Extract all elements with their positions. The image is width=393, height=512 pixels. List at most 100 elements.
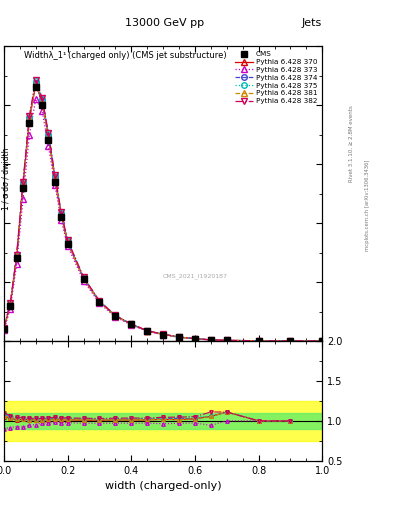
Pythia 6.428 370 [33, 81, 38, 88]
Pythia 6.428 381 [209, 337, 213, 343]
Pythia 6.428 374 [53, 174, 57, 180]
Pythia 6.428 375 [145, 328, 150, 334]
Pythia 6.428 381 [161, 331, 165, 337]
Pythia 6.428 373 [288, 338, 293, 344]
Text: 1 / σ dσ / dwidth: 1 / σ dσ / dwidth [2, 148, 11, 210]
Pythia 6.428 370 [81, 275, 86, 282]
Pythia 6.428 381 [46, 134, 51, 140]
Pythia 6.428 373 [177, 334, 182, 340]
Pythia 6.428 370 [2, 326, 6, 332]
Pythia 6.428 375 [177, 334, 182, 340]
Pythia 6.428 375 [46, 131, 51, 137]
Pythia 6.428 375 [81, 274, 86, 281]
Pythia 6.428 382 [97, 298, 102, 304]
Pythia 6.428 373 [113, 314, 118, 320]
Pythia 6.428 382 [81, 274, 86, 280]
Pythia 6.428 375 [21, 179, 26, 185]
Pythia 6.428 370 [145, 328, 150, 334]
Pythia 6.428 373 [161, 332, 165, 338]
Pythia 6.428 370 [8, 302, 13, 308]
Pythia 6.428 375 [193, 335, 197, 342]
CMS [53, 179, 57, 185]
Pythia 6.428 381 [40, 98, 44, 104]
Pythia 6.428 375 [209, 337, 213, 343]
CMS [59, 214, 64, 220]
Pythia 6.428 373 [209, 337, 213, 343]
Pythia 6.428 373 [33, 96, 38, 102]
CMS [33, 84, 38, 91]
Pythia 6.428 375 [27, 114, 32, 120]
Pythia 6.428 382 [224, 337, 229, 344]
CMS [256, 338, 261, 344]
Pythia 6.428 373 [97, 300, 102, 306]
Pythia 6.428 373 [65, 243, 70, 249]
CMS [14, 255, 19, 262]
Pythia 6.428 374 [97, 298, 102, 305]
Pythia 6.428 382 [129, 321, 134, 327]
Pythia 6.428 370 [27, 117, 32, 123]
Pythia 6.428 375 [65, 238, 70, 244]
Pythia 6.428 381 [65, 239, 70, 245]
Pythia 6.428 374 [193, 336, 197, 342]
CMS [320, 338, 325, 344]
Pythia 6.428 374 [288, 338, 293, 344]
Line: Pythia 6.428 370: Pythia 6.428 370 [1, 81, 325, 344]
Legend: CMS, Pythia 6.428 370, Pythia 6.428 373, Pythia 6.428 374, Pythia 6.428 375, Pyt: CMS, Pythia 6.428 370, Pythia 6.428 373,… [233, 50, 319, 106]
Pythia 6.428 374 [256, 338, 261, 344]
Pythia 6.428 382 [53, 172, 57, 178]
Line: Pythia 6.428 373: Pythia 6.428 373 [1, 96, 325, 344]
Line: Pythia 6.428 374: Pythia 6.428 374 [1, 80, 325, 344]
Pythia 6.428 370 [224, 337, 229, 344]
Pythia 6.428 382 [256, 338, 261, 344]
Pythia 6.428 381 [129, 321, 134, 327]
Line: CMS: CMS [1, 84, 325, 344]
CMS [113, 313, 118, 319]
Pythia 6.428 374 [27, 115, 32, 121]
Pythia 6.428 375 [53, 172, 57, 178]
CMS [177, 334, 182, 340]
Pythia 6.428 381 [14, 253, 19, 260]
Pythia 6.428 382 [8, 300, 13, 306]
Pythia 6.428 375 [113, 312, 118, 318]
Pythia 6.428 375 [224, 337, 229, 344]
Pythia 6.428 374 [161, 331, 165, 337]
Pythia 6.428 373 [59, 217, 64, 223]
X-axis label: width (charged-only): width (charged-only) [105, 481, 221, 491]
Pythia 6.428 381 [113, 313, 118, 319]
Pythia 6.428 382 [33, 77, 38, 83]
Pythia 6.428 375 [59, 210, 64, 216]
Pythia 6.428 370 [177, 334, 182, 340]
CMS [21, 184, 26, 190]
Pythia 6.428 374 [40, 97, 44, 103]
Pythia 6.428 370 [21, 182, 26, 188]
Pythia 6.428 373 [224, 337, 229, 344]
Pythia 6.428 375 [14, 252, 19, 259]
CMS [65, 241, 70, 247]
CMS [145, 328, 150, 334]
Pythia 6.428 382 [177, 334, 182, 340]
Pythia 6.428 381 [8, 301, 13, 307]
Pythia 6.428 373 [21, 197, 26, 203]
Pythia 6.428 374 [33, 79, 38, 86]
Pythia 6.428 381 [2, 326, 6, 332]
Pythia 6.428 375 [129, 321, 134, 327]
Pythia 6.428 374 [320, 338, 325, 344]
CMS [288, 338, 293, 344]
Line: Pythia 6.428 381: Pythia 6.428 381 [1, 81, 325, 344]
CMS [224, 337, 229, 344]
Pythia 6.428 370 [40, 99, 44, 105]
Pythia 6.428 382 [209, 337, 213, 343]
Pythia 6.428 381 [27, 116, 32, 122]
Pythia 6.428 375 [40, 96, 44, 102]
Pythia 6.428 374 [21, 180, 26, 186]
Pythia 6.428 374 [224, 337, 229, 344]
Pythia 6.428 381 [145, 328, 150, 334]
Pythia 6.428 370 [320, 338, 325, 344]
Pythia 6.428 370 [113, 313, 118, 319]
Pythia 6.428 370 [53, 176, 57, 182]
Pythia 6.428 375 [256, 338, 261, 344]
Pythia 6.428 382 [46, 130, 51, 136]
CMS [40, 102, 44, 108]
Pythia 6.428 373 [129, 322, 134, 328]
Pythia 6.428 370 [193, 336, 197, 342]
